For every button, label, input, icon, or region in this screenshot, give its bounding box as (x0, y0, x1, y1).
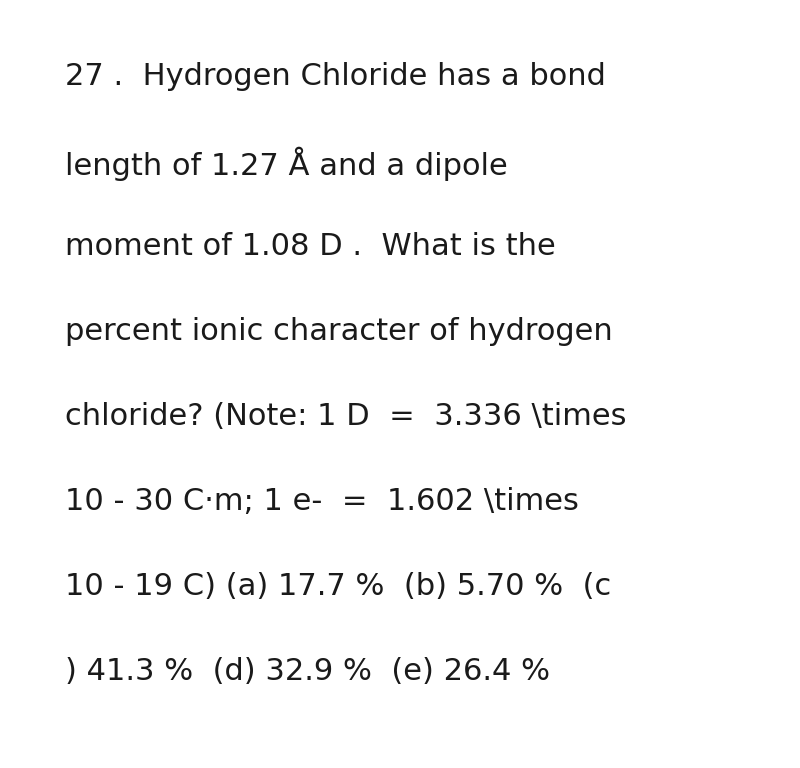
Text: moment of 1.08 D .  What is the: moment of 1.08 D . What is the (65, 232, 556, 261)
Text: length of 1.27 Å and a dipole: length of 1.27 Å and a dipole (65, 147, 508, 181)
Text: 10 - 30 C·m; 1 e-  =  1.602 \times: 10 - 30 C·m; 1 e- = 1.602 \times (65, 487, 579, 516)
Text: 10 - 19 C) (a) 17.7 %  (b) 5.70 %  (c: 10 - 19 C) (a) 17.7 % (b) 5.70 % (c (65, 572, 611, 601)
Text: percent ionic character of hydrogen: percent ionic character of hydrogen (65, 317, 613, 346)
Text: 27 .  Hydrogen Chloride has a bond: 27 . Hydrogen Chloride has a bond (65, 62, 606, 91)
Text: chloride? (Note: 1 D  =  3.336 \times: chloride? (Note: 1 D = 3.336 \times (65, 402, 626, 431)
Text: ) 41.3 %  (d) 32.9 %  (e) 26.4 %: ) 41.3 % (d) 32.9 % (e) 26.4 % (65, 657, 550, 686)
